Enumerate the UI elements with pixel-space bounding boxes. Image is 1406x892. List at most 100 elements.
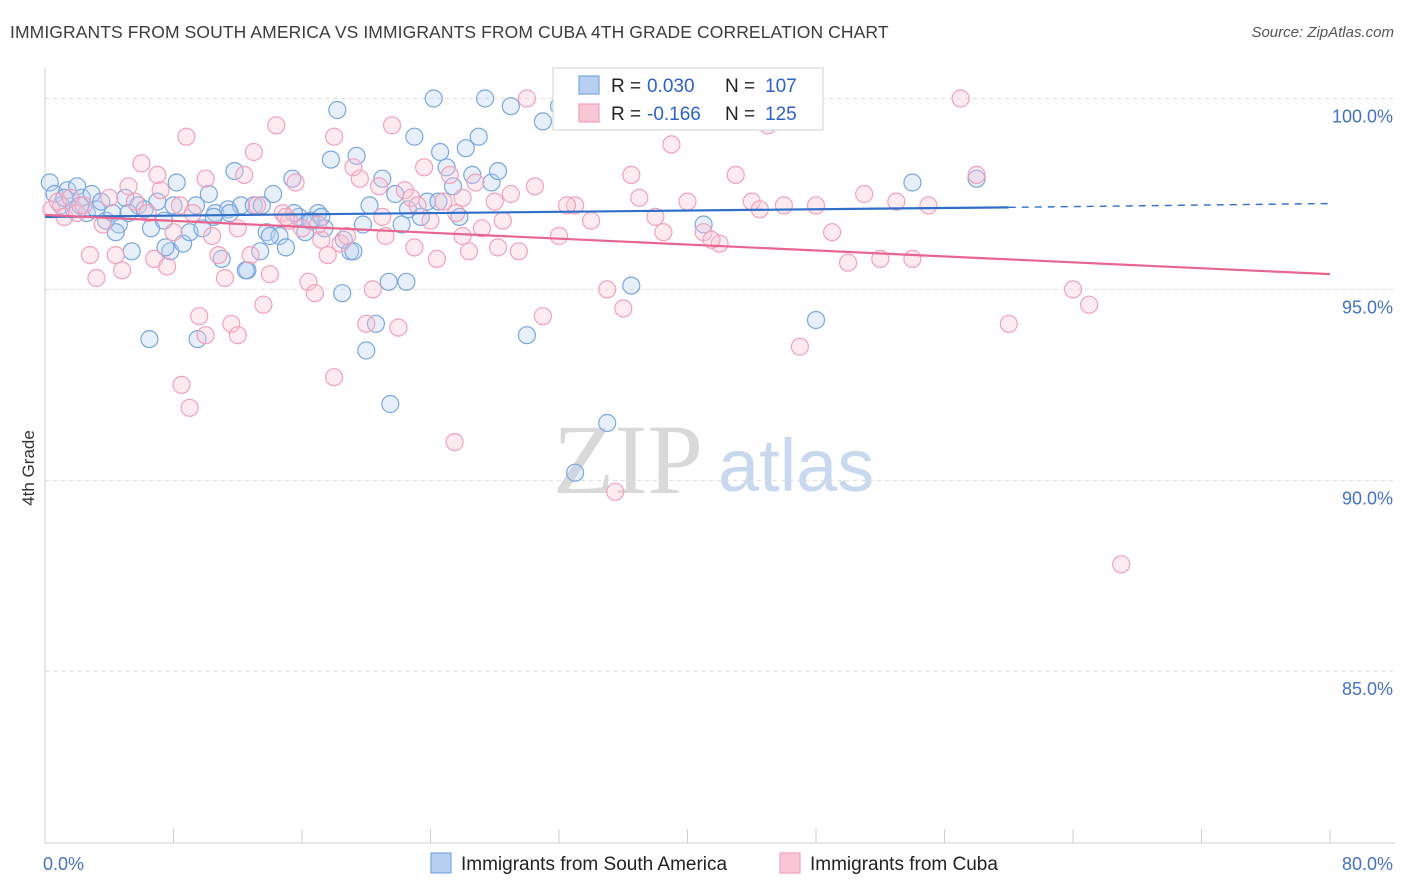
series-1-point-56 [402, 188, 421, 207]
series-1-point-32 [247, 196, 267, 215]
series-0-point-104 [220, 204, 239, 223]
series-1-point-19 [164, 223, 183, 242]
bottom-legend: Immigrants from South America Immigrants… [430, 852, 998, 875]
trend-line-cuba [44, 213, 1331, 276]
series-1-point-106 [325, 368, 344, 387]
series-0-point-50 [347, 146, 366, 165]
series-1-point-13 [125, 192, 144, 211]
series-1-point-78 [614, 299, 633, 318]
legend-r-label-cuba: R = [611, 104, 641, 125]
series-1-point-124 [276, 207, 295, 226]
watermark: ZIP atlas [553, 404, 874, 515]
series-1-point-5 [74, 196, 93, 215]
series-1-point-57 [408, 196, 427, 215]
series-1-point-34 [260, 265, 279, 284]
series-1-point-45 [331, 234, 350, 253]
watermark-zip: ZIP [553, 404, 703, 515]
series-0-point-85 [140, 330, 159, 349]
series-0-point-35 [251, 242, 270, 261]
legend-r-value-south-america: 0.030 [647, 76, 695, 97]
series-1-point-10 [106, 246, 125, 265]
series-0-point-77 [565, 463, 585, 482]
series-1-point-111 [309, 215, 328, 234]
series-1-point-70 [501, 184, 520, 204]
legend-n-label-south-america: N = [725, 76, 755, 97]
series-1-point-48 [350, 169, 369, 188]
series-0-point-93 [397, 272, 416, 291]
series-1-point-123 [244, 142, 263, 162]
series-1-point-31 [241, 246, 260, 265]
series-0-point-15 [122, 242, 141, 261]
series-1-point-93 [855, 184, 874, 204]
y-tick-label-1: 95.0% [1342, 297, 1393, 317]
series-0-point-38 [270, 226, 289, 246]
series-1-point-26 [209, 246, 228, 265]
legend-swatch-south-america [578, 75, 600, 95]
series-0-point-62 [424, 89, 443, 108]
series-1-point-95 [887, 192, 906, 211]
series-0-point-39 [276, 238, 295, 257]
series-1-point-66 [466, 173, 485, 192]
series-0-point-0 [40, 173, 59, 192]
series-1-point-97 [919, 196, 938, 215]
series-0-point-103 [164, 196, 183, 215]
series-1-point-73 [533, 307, 553, 326]
series-0-points [40, 89, 986, 482]
chart-title: IMMIGRANTS FROM SOUTH AMERICA VS IMMIGRA… [10, 22, 889, 42]
series-0-point-79 [598, 413, 617, 433]
series-1-point-114 [453, 188, 472, 207]
series-1-point-96 [903, 249, 922, 268]
series-0-point-67 [456, 139, 475, 158]
series-1-point-80 [646, 207, 665, 226]
series-0-point-105 [260, 226, 279, 246]
series-0-point-31 [225, 162, 244, 181]
series-1-point-92 [838, 253, 858, 272]
series-1-point-98 [951, 89, 970, 108]
source-credit: Source: ZipAtlas.com [1251, 24, 1394, 41]
series-0-point-74 [517, 326, 537, 345]
series-1-point-64 [453, 226, 472, 246]
legend-n-value-cuba: 125 [765, 104, 797, 125]
series-0-point-88 [357, 341, 376, 360]
series-1-point-112 [373, 207, 392, 226]
series-1-point-62 [440, 165, 459, 184]
series-0-point-82 [806, 310, 826, 330]
y-axis-label: 4th Grade [19, 430, 38, 506]
series-1-point-99 [967, 165, 986, 184]
series-0-point-94 [429, 192, 448, 211]
series-1-point-23 [190, 307, 209, 326]
series-1-point-120 [702, 230, 721, 249]
series-1-point-82 [678, 192, 697, 211]
series-1-point-15 [138, 204, 157, 223]
tick-labels: 100.0% 95.0% 90.0% 85.0% 0.0% 80.0% [43, 107, 1393, 874]
series-1-point-102 [1079, 295, 1099, 314]
series-1-point-9 [100, 188, 119, 207]
series-0-point-73 [501, 97, 520, 116]
series-1-point-24 [196, 169, 215, 188]
series-1-point-6 [80, 246, 100, 265]
series-1-point-77 [598, 280, 617, 299]
series-1-point-76 [581, 211, 601, 230]
series-1-points [42, 89, 1131, 574]
series-1-point-74 [549, 226, 569, 246]
series-1-point-49 [357, 314, 376, 333]
series-0-point-84 [967, 169, 986, 188]
series-1-point-81 [662, 135, 681, 154]
series-0-point-53 [366, 314, 385, 333]
series-0-point-86 [236, 261, 255, 280]
y-tick-label-2: 90.0% [1342, 488, 1393, 508]
series-0-point-55 [379, 272, 398, 291]
series-1-point-42 [312, 230, 331, 249]
series-1-point-68 [485, 192, 504, 211]
series-1-point-55 [395, 181, 414, 200]
series-0-point-26 [193, 219, 212, 238]
series-1-point-119 [654, 223, 673, 242]
series-1-point-101 [1063, 280, 1083, 299]
series-1-point-79 [630, 188, 649, 207]
series-1-point-88 [774, 196, 794, 215]
trend-line-south-america-extension [1008, 202, 1331, 209]
series-1-point-22 [183, 204, 202, 223]
watermark-atlas: atlas [718, 424, 874, 507]
series-1-point-17 [151, 181, 170, 200]
